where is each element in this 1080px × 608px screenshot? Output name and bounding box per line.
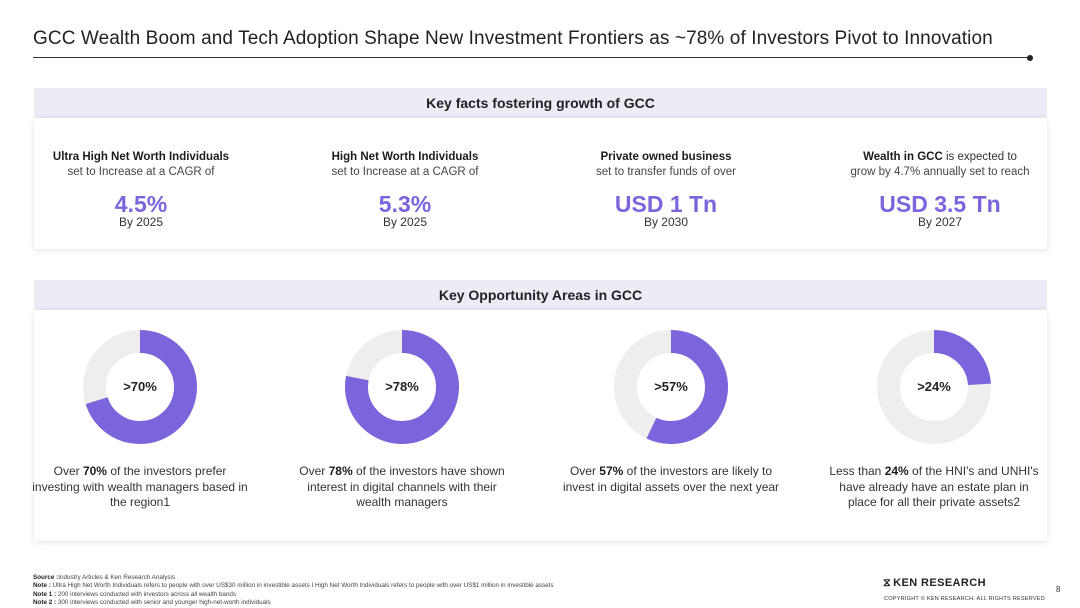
footnote-text: 200 interviews conducted with investors … (56, 590, 236, 598)
opp-text-pre: Over (299, 464, 329, 478)
title-divider-dot (1027, 54, 1033, 61)
fact-year: By 2025 (118, 215, 164, 229)
key-facts-panel (34, 118, 1047, 249)
donut-center-label: >70% (123, 379, 157, 394)
opp-text-post: of the investors prefer investing with w… (32, 464, 248, 509)
page-number: 8 (1056, 585, 1061, 594)
opp-text-highlight: 78% (328, 464, 353, 478)
donut-svg (877, 330, 991, 444)
opp-text-highlight: 24% (884, 464, 909, 478)
fact-gcc-wealth: Wealth in GCC is expected to grow by 4.7… (820, 150, 1060, 230)
fact-heading-bold: High Net Worth Individuals (331, 151, 479, 163)
brand-logo: ⧖ KEN RESEARCH (883, 577, 986, 590)
opportunity-text-4: Less than 24% of the HNI's and UNHI's ha… (824, 464, 1044, 511)
fact-heading: High Net Worth Individuals (285, 150, 525, 165)
footnote-text: Ultra High Net Worth Individuals refers … (50, 582, 554, 590)
footnote-label: Source : (33, 574, 59, 581)
slide-title: GCC Wealth Boom and Tech Adoption Shape … (33, 28, 993, 49)
fact-hnwi: High Net Worth Individuals set to Increa… (285, 150, 525, 230)
footnote-text: Industry Articles & Ken Research Analysi… (58, 574, 176, 581)
fact-heading-rest: is expected to (942, 151, 1017, 163)
donut-value-segment (877, 330, 991, 444)
opp-text-pre: Over (53, 464, 83, 478)
donut-center-label: >24% (917, 379, 951, 394)
brand-name: KEN RESEARCH (893, 577, 986, 589)
fact-value: 4.5% (114, 191, 168, 217)
fact-heading-bold: Wealth in GCC (863, 151, 943, 163)
donut-svg (345, 330, 459, 444)
fact-uhnwi: Ultra High Net Worth Individuals set to … (21, 150, 261, 230)
footnote-text: 300 interviews conducted with senior and… (56, 598, 271, 606)
footnote-note1: Note 1 : 200 interviews conducted with i… (33, 591, 554, 599)
fact-year: By 2025 (382, 215, 428, 229)
fact-heading: Private owned business (546, 150, 786, 165)
fact-heading-bold: Ultra High Net Worth Individuals (52, 151, 230, 163)
fact-heading: Wealth in GCC is expected to (820, 150, 1060, 165)
opp-text-highlight: 70% (82, 464, 107, 478)
footnote-label: Note 1 : (33, 590, 57, 598)
footnote-label: Note 2 : (33, 598, 57, 606)
opp-text-post: of the HNI's and UNHI's have already hav… (839, 464, 1039, 509)
donut-chart-1: >70% (83, 330, 197, 444)
footnote-note: Note : Ultra High Net Worth Individuals … (33, 582, 554, 590)
donut-svg (83, 330, 197, 444)
fact-heading-bold: Private owned business (600, 151, 732, 163)
ken-logo-icon: ⧖ (883, 577, 892, 589)
fact-value: 5.3% (378, 191, 432, 217)
opp-text-post: of the investors are likely to invest in… (562, 464, 780, 494)
opportunity-text-1: Over 70% of the investors prefer investi… (30, 464, 250, 511)
donut-value-segment (83, 330, 197, 444)
opportunity-text-2: Over 78% of the investors have shown int… (292, 464, 512, 511)
donut-chart-2: >78% (345, 330, 459, 444)
footnote-label: Note : (33, 582, 51, 590)
opp-text-pre: Less than (829, 464, 885, 478)
fact-subtext: set to Increase at a CAGR of (67, 166, 215, 178)
fact-year: By 2027 (917, 215, 963, 229)
fact-subtext: set to transfer funds of over (596, 166, 736, 178)
footnote-source: Source :Industry Articles & Ken Research… (33, 574, 554, 582)
key-facts-header: Key facts fostering growth of GCC (34, 88, 1047, 118)
opp-text-highlight: 57% (599, 464, 624, 478)
donut-svg (614, 330, 728, 444)
donut-value-segment (345, 330, 459, 444)
donut-chart-3: >57% (614, 330, 728, 444)
opportunity-text-3: Over 57% of the investors are likely to … (561, 464, 781, 495)
opp-text-post: of the investors have shown interest in … (307, 464, 505, 509)
footnotes: Source :Industry Articles & Ken Research… (33, 574, 554, 607)
donut-center-label: >78% (385, 379, 419, 394)
fact-subtext: set to Increase at a CAGR of (331, 166, 479, 178)
donut-value-segment (614, 330, 728, 444)
opp-text-pre: Over (569, 464, 600, 478)
fact-heading: Ultra High Net Worth Individuals (21, 150, 261, 165)
opportunity-areas-header: Key Opportunity Areas in GCC (34, 280, 1047, 310)
footnote-note2: Note 2 : 300 interviews conducted with s… (33, 599, 554, 607)
fact-year: By 2030 (643, 215, 689, 229)
copyright-text: COPYRIGHT © KEN RESEARCH. ALL RIGHTS RES… (884, 596, 1045, 602)
fact-subtext: grow by 4.7% annually set to reach (850, 166, 1030, 178)
donut-chart-4: >24% (877, 330, 991, 444)
fact-value: USD 1 Tn (614, 191, 718, 217)
fact-private-business: Private owned business set to transfer f… (546, 150, 786, 230)
fact-value: USD 3.5 Tn (879, 191, 1001, 217)
donut-center-label: >57% (654, 379, 688, 394)
title-divider (33, 57, 1029, 58)
opportunity-areas-panel (34, 310, 1047, 541)
